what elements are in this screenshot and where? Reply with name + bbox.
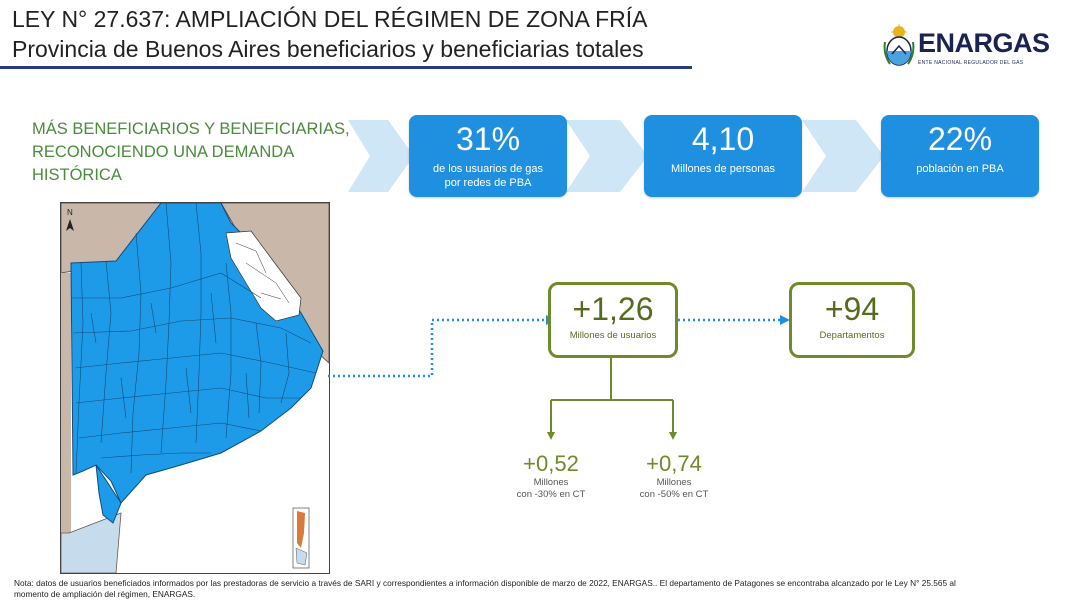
headline-line: RECONOCIENDO UNA DEMANDA: [32, 143, 295, 161]
stat-value: 22%: [927, 121, 993, 157]
headline-line: HISTÓRICA: [32, 166, 122, 184]
north-label: N: [67, 208, 73, 217]
breakdown-label: Millones con -30% en CT: [506, 477, 596, 501]
users-box: +1,26 Millones de usuarios: [548, 282, 678, 358]
stat-label-line: por redes de PBA: [444, 177, 532, 189]
stat-label: de los usuarios de gas por redes de PBA: [409, 162, 567, 190]
enargas-logo: ENARGAS ENTE NACIONAL REGULADOR DEL GAS: [880, 24, 1050, 70]
page-title: LEY N° 27.637: AMPLIACIÓN DEL RÉGIMEN DE…: [12, 6, 648, 32]
stat-box-persons: 4,10 Millones de personas: [644, 115, 802, 197]
breakdown-value: +0,52: [523, 451, 579, 476]
footnote-line: Nota: datos de usuarios beneficiados inf…: [14, 578, 956, 588]
page-subtitle: Provincia de Buenos Aires beneficiarios …: [12, 36, 644, 62]
stat-box-gas-users: 31% de los usuarios de gas por redes de …: [409, 115, 567, 197]
stat-label-line: de los usuarios de gas: [432, 163, 544, 175]
breakdown-label-line: con -30% en CT: [516, 489, 586, 500]
argentina-coat-of-arms-icon: [883, 24, 915, 66]
breakdown-label-line: Millones: [533, 477, 569, 488]
province-map: N: [60, 202, 330, 574]
users-label: Millones de usuarios: [569, 330, 657, 341]
stat-label: Millones de personas: [671, 163, 775, 175]
tree-connector: [547, 356, 677, 440]
dotted-connector: [678, 315, 790, 325]
stat-value: 31%: [455, 121, 521, 157]
users-value: +1,26: [572, 291, 654, 327]
footnote-line: momento de ampliación del régimen, ENARG…: [14, 589, 196, 599]
breakdown-item: +0,74 Millones con -50% en CT: [628, 451, 720, 501]
dotted-connector: [328, 315, 556, 378]
title-divider: [0, 66, 692, 69]
chevron-arrow-icon: [802, 120, 884, 192]
breakdown-value: +0,74: [646, 451, 702, 476]
stat-box-population: 22% población en PBA: [881, 115, 1039, 197]
stat-label: población en PBA: [916, 163, 1004, 175]
province-map-drawing: N: [61, 203, 329, 573]
departments-label: Departamentos: [819, 330, 885, 341]
breakdown-label: Millones con -50% en CT: [628, 477, 720, 501]
breakdown-item: +0,52 Millones con -30% en CT: [506, 451, 596, 501]
chevron-arrow-icon: [566, 120, 648, 192]
logo-subtitle: ENTE NACIONAL REGULADOR DEL GAS: [918, 60, 1024, 66]
logo-wordmark: ENARGAS: [918, 28, 1050, 58]
footnote: Nota: datos de usuarios beneficiados inf…: [14, 578, 1069, 600]
departments-value: +94: [824, 291, 880, 327]
headline-line: MÁS BENEFICIARIOS Y BENEFICIARIAS,: [32, 120, 350, 138]
breakdown-label-line: con -50% en CT: [639, 489, 709, 500]
chevron-arrow-icon: [348, 120, 414, 192]
departments-box: +94 Departamentos: [789, 282, 915, 358]
stat-value: 4,10: [691, 121, 755, 157]
breakdown-label-line: Millones: [656, 477, 692, 488]
headline: MÁS BENEFICIARIOS Y BENEFICIARIAS, RECON…: [32, 118, 352, 187]
